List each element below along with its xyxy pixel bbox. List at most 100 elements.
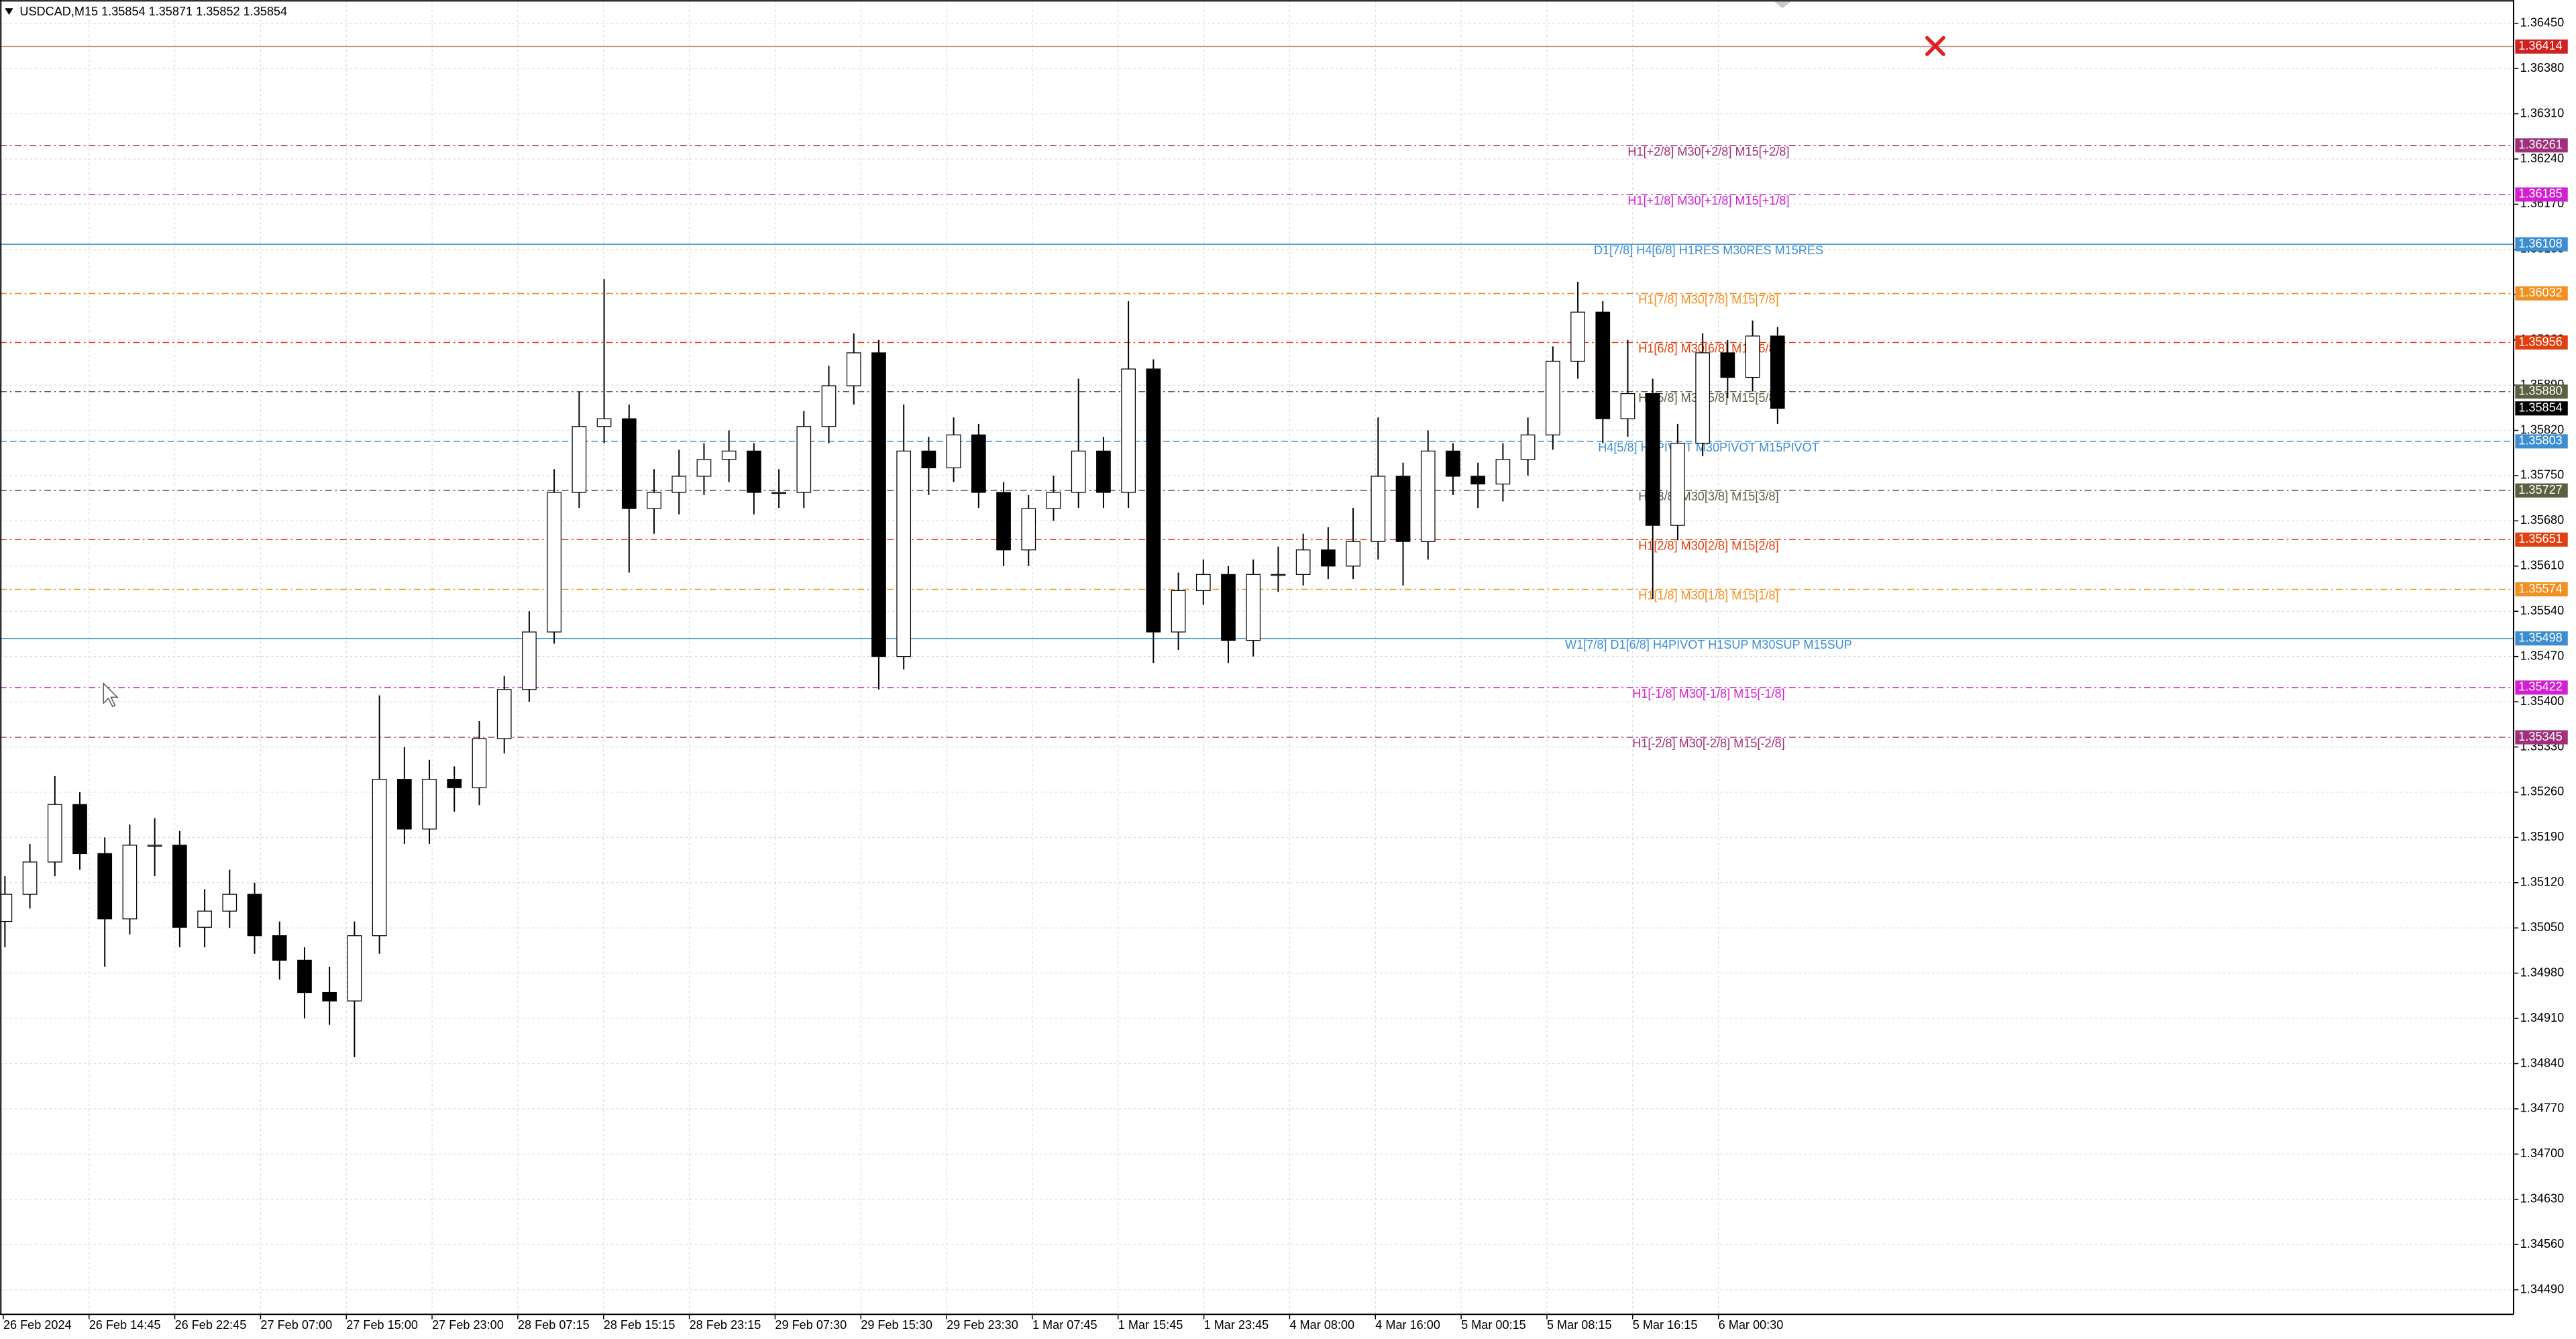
level-price-label: 1.35498 <box>2518 631 2562 644</box>
candle-body <box>1221 574 1236 641</box>
current-price-label: 1.35854 <box>2518 401 2562 415</box>
x-tick-label: 1 Mar 07:45 <box>1032 1318 1097 1332</box>
candle-body <box>1495 459 1511 485</box>
level-price-label: 1.35345 <box>2518 730 2562 743</box>
y-tick-label: 1.35050 <box>2520 920 2564 934</box>
candle-body <box>222 894 237 912</box>
candle-body <box>1295 549 1311 575</box>
x-tick-label: 27 Feb 15:00 <box>346 1318 418 1332</box>
level-price-tag <box>2515 138 2568 153</box>
x-tick-label: 26 Feb 2024 <box>3 1318 72 1332</box>
y-tick-label: 1.36450 <box>2520 15 2564 29</box>
candle-body <box>547 492 561 633</box>
candles <box>0 279 1785 1057</box>
x-tick-label: 28 Feb 23:15 <box>690 1318 761 1332</box>
x-tick-label: 26 Feb 14:45 <box>89 1318 161 1332</box>
x-tick-label: 28 Feb 15:15 <box>604 1318 676 1332</box>
y-tick-label: 1.36240 <box>2520 152 2564 165</box>
delete-level-icon[interactable] <box>1925 36 1945 56</box>
level-label: H1[-2/8] M30[-2/8] M15[-2/8] <box>1632 737 1784 750</box>
candle-body <box>72 804 87 855</box>
level-price-label: 1.36032 <box>2518 286 2562 299</box>
level-label: H1[6/8] M30[6/8] M15[6/8] <box>1638 342 1778 356</box>
y-tick-label: 1.34490 <box>2520 1282 2564 1295</box>
y-tick-label: 1.34770 <box>2520 1102 2564 1115</box>
candle-body <box>747 450 761 493</box>
level-label: D1[7/8] H4[6/8] H1RES M30RES M15RES <box>1594 244 1823 257</box>
candle-body <box>846 352 861 386</box>
y-tick-label: 1.35820 <box>2520 423 2564 436</box>
level-price-tag <box>2515 730 2568 745</box>
y-tick-label: 1.36380 <box>2520 61 2564 74</box>
candle-body <box>1446 450 1460 477</box>
candle-body <box>1420 450 1436 542</box>
x-tick-label: 1 Mar 15:45 <box>1118 1318 1183 1332</box>
y-tick-label: 1.34560 <box>2520 1237 2564 1250</box>
candle-body <box>721 450 737 460</box>
level-price-tag <box>2515 39 2568 54</box>
candle-body <box>496 689 512 739</box>
candle-body <box>1395 476 1411 542</box>
level-price-label: 1.35880 <box>2518 384 2562 398</box>
level-price-label: 1.36185 <box>2518 187 2562 201</box>
candle-body <box>1570 311 1585 362</box>
y-tick-label: 1.34630 <box>2520 1192 2564 1206</box>
y-tick-label: 1.34910 <box>2520 1011 2564 1024</box>
x-tick-label: 27 Feb 07:00 <box>260 1318 332 1332</box>
candle-body <box>1645 393 1660 526</box>
candle-body <box>197 910 212 928</box>
candle-body <box>1046 492 1061 509</box>
candle-body <box>1620 393 1635 419</box>
labels: 1.364501.363801.363101.362401.361701.361… <box>3 15 2568 1332</box>
level-price-tag <box>2515 384 2568 399</box>
candle-body <box>1021 508 1036 551</box>
candle-body <box>896 450 912 657</box>
candle-body <box>172 845 187 928</box>
candle-body <box>1346 541 1360 567</box>
shift-marker[interactable] <box>1774 1 1791 9</box>
candle-body <box>347 935 362 1002</box>
level-price-label: 1.35727 <box>2518 483 2562 496</box>
candle-body <box>572 426 587 493</box>
candle-body <box>647 492 661 509</box>
level-price-label: 1.35574 <box>2518 582 2562 595</box>
x-tick-label: 29 Feb 15:30 <box>861 1318 932 1332</box>
level-price-tag <box>2515 237 2568 252</box>
y-tick-label: 1.34840 <box>2520 1056 2564 1069</box>
candle-body <box>272 935 287 961</box>
candle-body <box>821 385 837 427</box>
candle-body <box>297 959 312 994</box>
x-tick-label: 29 Feb 23:30 <box>947 1318 1018 1332</box>
level-price-tag <box>2515 434 2568 449</box>
candle-body <box>1595 311 1611 419</box>
candle-body <box>1720 352 1735 378</box>
x-tick-label: 5 Mar 08:15 <box>1547 1318 1612 1332</box>
axes <box>0 0 2514 1316</box>
level-price-label: 1.35422 <box>2518 680 2562 694</box>
x-tick-label: 26 Feb 22:45 <box>175 1318 247 1332</box>
candle-body <box>1146 368 1161 633</box>
y-tick-label: 1.35680 <box>2520 513 2564 527</box>
candle-body <box>372 779 387 936</box>
x-tick-label: 27 Feb 23:00 <box>432 1318 504 1332</box>
y-tick-label: 1.34700 <box>2520 1146 2564 1160</box>
candle-body <box>696 459 712 477</box>
y-tick-label: 1.35470 <box>2520 649 2564 662</box>
level-label: H1[+2/8] M30[+2/8] M15[+2/8] <box>1627 145 1789 158</box>
mouse-cursor <box>103 682 119 708</box>
y-tick-label: 1.35750 <box>2520 468 2564 482</box>
delete-cross[interactable] <box>1925 36 1945 56</box>
level-price-tag <box>2515 680 2568 695</box>
menu-arrow[interactable] <box>5 8 13 15</box>
candle-body <box>247 894 262 936</box>
level-label: W1[7/8] D1[6/8] H4PIVOT H1SUP M30SUP M15… <box>1565 638 1852 651</box>
level-price-tag <box>2515 532 2568 547</box>
candle-body <box>1670 443 1685 526</box>
x-tick-label: 28 Feb 07:15 <box>518 1318 590 1332</box>
x-tick-label: 4 Mar 16:00 <box>1375 1318 1440 1332</box>
candle-body <box>1520 434 1536 460</box>
level-label: H1[2/8] M30[2/8] M15[2/8] <box>1638 539 1778 552</box>
candle-body <box>396 779 412 830</box>
